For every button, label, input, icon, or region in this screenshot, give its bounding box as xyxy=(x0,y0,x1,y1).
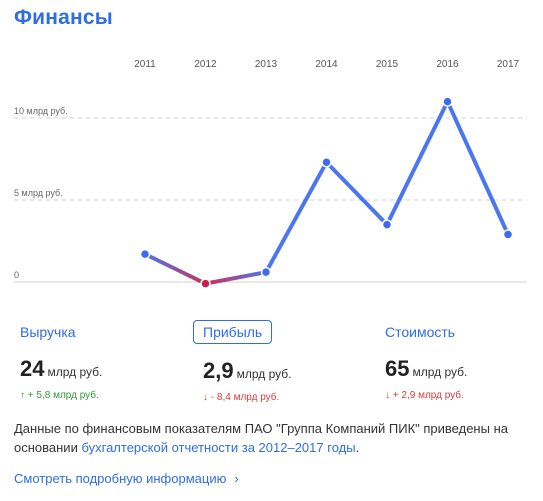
metric-value-change: ↓ + 2,9 млрд руб. xyxy=(385,390,464,401)
finance-line-chart: 10 млрд руб. 5 млрд руб. 0 2011 2012 2013 2014… xyxy=(14,59,527,289)
data-point-2016 xyxy=(442,96,453,107)
metric-revenue[interactable]: Выручка 24 млрд руб. ↑ + 5,8 млрд руб. xyxy=(20,322,102,401)
data-point-2012 xyxy=(200,278,211,289)
metric-value-label[interactable]: Стоимость xyxy=(385,324,456,340)
series-segment-1 xyxy=(203,270,268,286)
metric-revenue-value: 24 xyxy=(20,356,45,381)
y-tick-label-2: 0 xyxy=(14,270,19,280)
x-tick-label-2016: 2016 xyxy=(436,59,459,70)
data-point-2015 xyxy=(381,219,393,230)
metric-value-value: 65 xyxy=(385,356,410,381)
metric-revenue-unit: млрд руб. xyxy=(47,365,103,379)
metric-revenue-label[interactable]: Выручка xyxy=(20,324,76,340)
x-tick-label-2012: 2012 xyxy=(194,59,217,70)
metric-profit-label[interactable]: Прибыль xyxy=(193,320,273,344)
x-tick-label-2011: 2011 xyxy=(134,59,156,70)
metric-profit-change: ↓ - 8,4 млрд руб. xyxy=(203,392,280,403)
y-tick-label-1: 5 млрд руб. xyxy=(14,188,63,198)
data-point-2017 xyxy=(502,229,514,240)
series-segment-5 xyxy=(445,99,510,237)
more-info-label: Смотреть подробную информацию xyxy=(14,471,227,486)
chevron-right-icon: › xyxy=(234,471,239,486)
metric-value[interactable]: Стоимость 65 млрд руб. ↓ + 2,9 млрд руб. xyxy=(385,322,467,401)
x-tick-label-2014: 2014 xyxy=(315,59,338,70)
y-tick-label-0: 10 млрд руб. xyxy=(14,106,68,116)
metric-profit-value: 2,9 xyxy=(203,358,234,383)
series-segment-0 xyxy=(143,252,208,286)
metric-profit-unit: млрд руб. xyxy=(236,367,292,381)
metric-revenue-change: ↑ + 5,8 млрд руб. xyxy=(20,390,99,401)
x-tick-label-2013: 2013 xyxy=(255,59,278,70)
x-tick-label-2017: 2017 xyxy=(497,59,520,70)
data-point-2011 xyxy=(139,248,151,260)
data-point-2014 xyxy=(321,157,332,168)
more-info-link[interactable]: Смотреть подробную информацию › xyxy=(14,471,239,486)
series-segment-4 xyxy=(385,99,450,227)
metric-profit[interactable]: Прибыль 2,9 млрд руб. ↓ - 8,4 млрд руб. xyxy=(193,320,292,403)
x-tick-label-2015: 2015 xyxy=(376,59,399,70)
description: Данные по финансовым показателям ПАО "Гр… xyxy=(14,419,534,457)
description-end: . xyxy=(355,440,360,455)
data-point-2013 xyxy=(260,266,272,278)
series-segment-2 xyxy=(264,160,329,275)
section-title: Финансы xyxy=(14,6,113,29)
description-text: Данные по финансовым показателям ПАО "Гр… xyxy=(14,421,508,455)
report-link[interactable]: бухгалтерской отчетности за 2012–2017 го… xyxy=(81,440,356,455)
series-segment-3 xyxy=(324,160,389,227)
metric-value-unit: млрд руб. xyxy=(412,365,468,379)
